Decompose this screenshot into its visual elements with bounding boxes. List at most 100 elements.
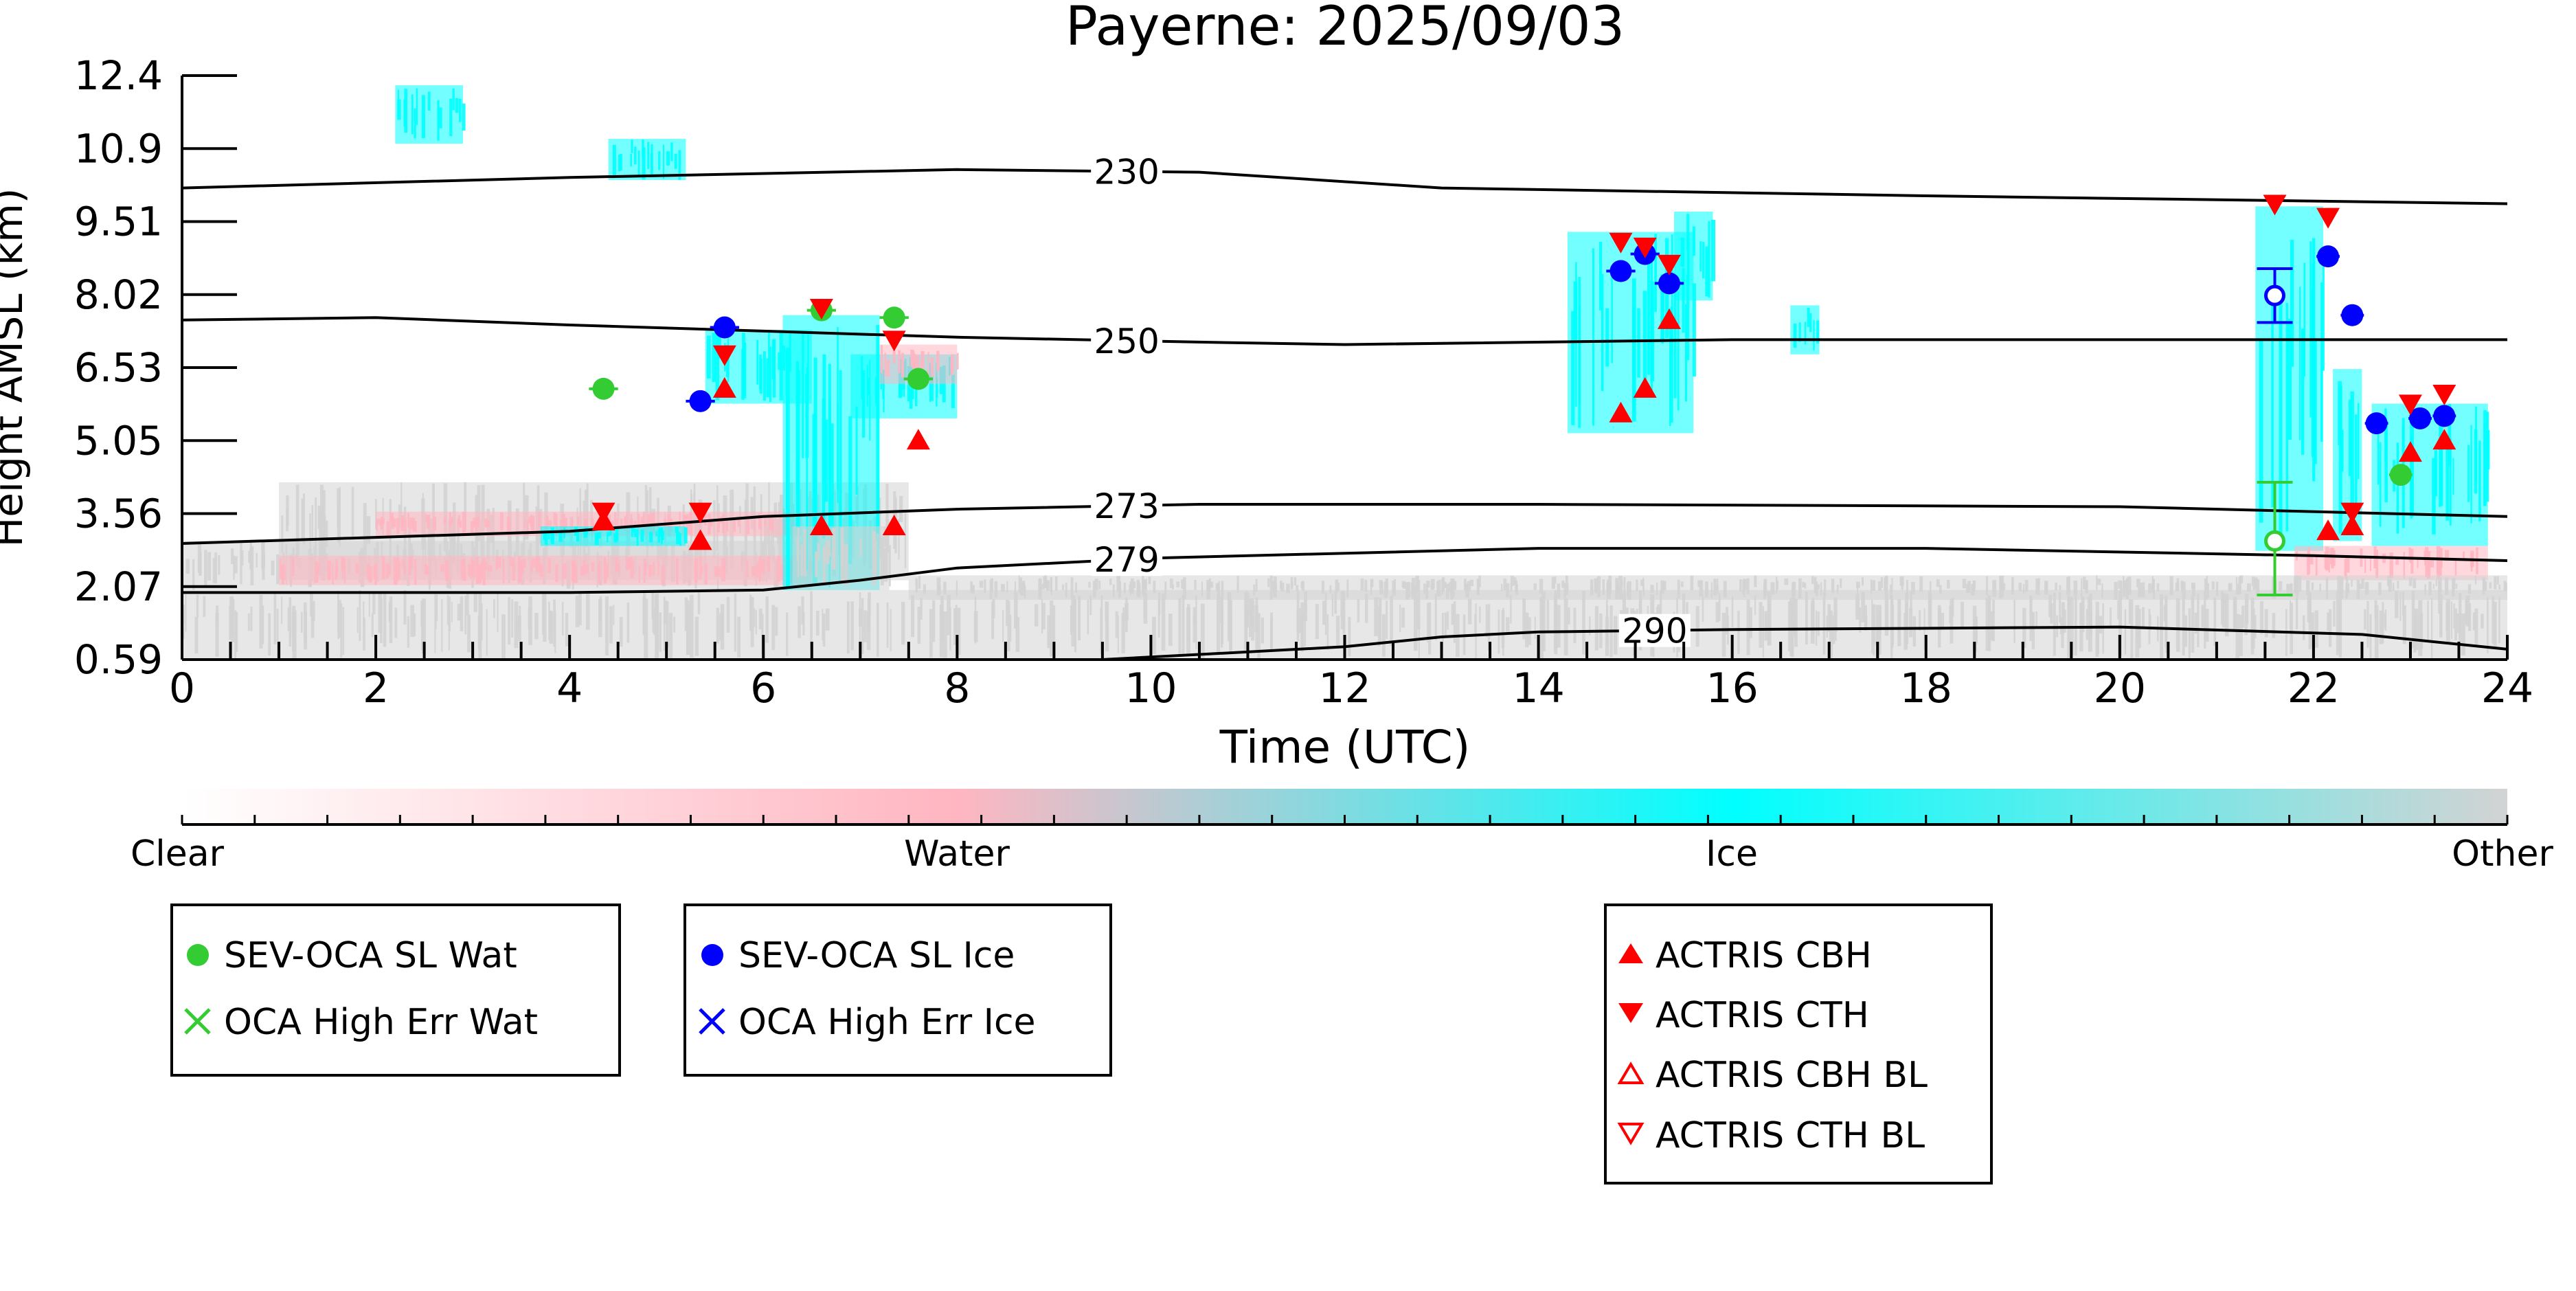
cloud-streak — [817, 543, 820, 560]
cloud-streak — [1715, 602, 1719, 622]
cloud-streak — [732, 519, 736, 532]
cloud-streak — [381, 518, 385, 524]
cloud-streak — [883, 548, 888, 582]
cloud-streak — [1115, 611, 1118, 638]
cloud-streak — [310, 611, 315, 638]
cloud-streak — [332, 564, 334, 585]
data-point — [689, 390, 712, 412]
cloud-streak — [1710, 582, 1713, 598]
cloud-streak — [203, 596, 206, 617]
cloud-streak — [2201, 605, 2204, 627]
cloud-region-water — [2294, 546, 2488, 581]
cloud-streak — [1024, 585, 1026, 599]
cloud-streak — [1430, 583, 1434, 590]
cloud-streak — [770, 515, 774, 560]
cloud-streak — [467, 614, 471, 653]
cloud-streak — [1680, 581, 1684, 587]
cloud-streak — [471, 560, 475, 578]
cloud-streak — [1903, 612, 1908, 650]
cloud-streak — [1062, 584, 1064, 590]
cloud-streak — [1427, 603, 1429, 642]
cloud-streak — [1269, 575, 1273, 600]
cloud-streak — [2182, 599, 2185, 655]
cloud-streak — [259, 594, 263, 649]
cloud-streak — [2124, 609, 2127, 655]
cloud-streak — [1677, 579, 1680, 598]
cloud-streak — [1906, 579, 1908, 598]
cloud-streak — [425, 515, 430, 522]
cloud-streak — [386, 521, 390, 537]
cloud-streak — [1899, 576, 1904, 586]
cloud-streak — [1201, 581, 1204, 596]
cloud-streak — [1401, 607, 1405, 628]
cloud-streak — [1919, 609, 1921, 631]
cloud-streak — [2303, 262, 2306, 377]
cloud-region-other — [908, 575, 2507, 600]
cloud-streak — [831, 528, 836, 570]
cloud-streak — [555, 563, 558, 583]
cloud-streak — [1178, 598, 1182, 658]
cloud-streak — [424, 564, 427, 575]
cloud-streak — [576, 529, 580, 542]
cloud-streak — [682, 515, 687, 522]
isotherm-label-230: 230 — [1094, 153, 1159, 192]
cloud-streak — [1654, 234, 1657, 313]
cloud-streak — [564, 517, 567, 530]
cloud-streak — [436, 594, 438, 621]
cloud-streak — [984, 579, 986, 593]
cloud-streak — [1705, 246, 1709, 297]
cloud-streak — [2303, 615, 2305, 640]
y-tick-label: 12.4 — [74, 52, 163, 99]
cloud-streak — [642, 139, 644, 159]
cloud-streak — [2295, 576, 2298, 592]
cloud-streak — [798, 606, 801, 638]
cloud-streak — [2233, 600, 2236, 629]
cloud-streak — [1360, 579, 1364, 591]
cloud-streak — [562, 563, 567, 579]
y-tick-label: 6.53 — [74, 344, 163, 391]
cloud-streak — [230, 599, 235, 642]
cloud-streak — [281, 596, 283, 625]
cloud-streak — [679, 533, 681, 546]
cloud-streak — [448, 596, 451, 632]
cloud-streak — [2053, 593, 2056, 656]
cloud-streak — [2478, 440, 2481, 521]
cloud-streak — [596, 532, 601, 539]
cloud-streak — [1692, 283, 1696, 377]
cloud-streak — [1331, 593, 1334, 617]
y-axis-label: Height AMSL (km) — [0, 188, 32, 548]
cloud-streak — [2432, 458, 2436, 535]
cloud-streak — [495, 556, 498, 570]
isotherm-label-bg — [1091, 324, 1163, 357]
cloud-streak — [786, 612, 789, 656]
cloud-streak — [2448, 403, 2452, 467]
cloud-streak — [1669, 308, 1671, 427]
cloud-streak — [1485, 604, 1488, 638]
cloud-streak — [2364, 557, 2366, 573]
cloud-streak — [1695, 606, 1699, 647]
cloud-streak — [651, 153, 653, 176]
cloud-streak — [771, 518, 774, 531]
cloud-streak — [806, 367, 809, 570]
cloud-streak — [338, 600, 341, 638]
cloud-streak — [355, 563, 359, 574]
cloud-streak — [1407, 582, 1411, 598]
cloud-streak — [577, 517, 579, 525]
cloud-streak — [416, 88, 418, 126]
cloud-streak — [204, 550, 207, 587]
cloud-streak — [2253, 614, 2257, 639]
cloud-streak — [1386, 600, 1388, 639]
cloud-streak — [890, 609, 892, 652]
cloud-streak — [289, 597, 292, 647]
cloud-streak — [951, 354, 954, 372]
cloud-streak — [762, 351, 767, 401]
cloud-streak — [467, 564, 472, 576]
cloud-streak — [1444, 581, 1447, 589]
cloud-streak — [720, 604, 725, 650]
cloud-streak — [2221, 591, 2224, 625]
cloud-streak — [460, 559, 463, 579]
data-point — [809, 299, 833, 320]
colorbar-label-other: Other — [2452, 833, 2553, 875]
cloud-streak — [2425, 547, 2429, 562]
cloud-streak — [1392, 581, 1395, 596]
